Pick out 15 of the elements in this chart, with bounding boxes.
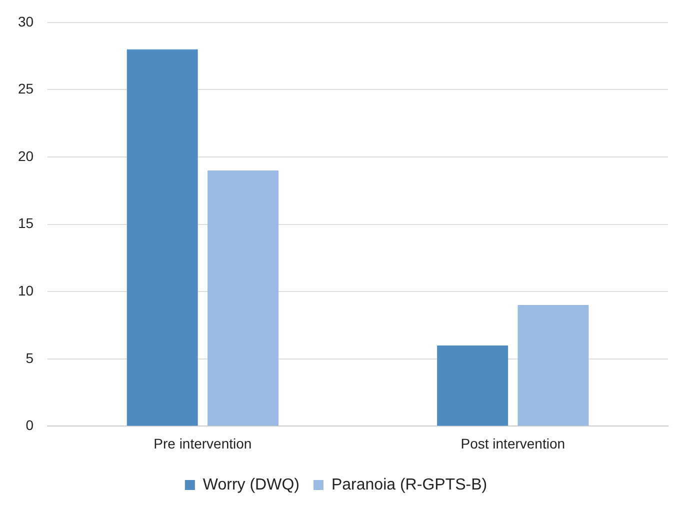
bar: [208, 170, 278, 426]
x-tick-label: Pre intervention: [154, 435, 252, 452]
legend-label: Paranoia (R-GPTS-B): [331, 476, 488, 494]
y-tick-label: 25: [18, 80, 34, 97]
y-tick-label: 0: [26, 417, 34, 434]
x-tick-label: Post intervention: [460, 435, 566, 452]
bar: [126, 49, 198, 426]
legend-label: Worry (DWQ): [202, 476, 300, 494]
y-tick-label: 5: [26, 350, 34, 366]
y-tick-label: 10: [18, 282, 34, 298]
y-tick-label: 20: [18, 148, 34, 164]
bar: [518, 305, 589, 426]
y-tick-label: 15: [18, 215, 34, 232]
bar: [437, 345, 508, 426]
y-tick-label: 30: [18, 13, 34, 30]
